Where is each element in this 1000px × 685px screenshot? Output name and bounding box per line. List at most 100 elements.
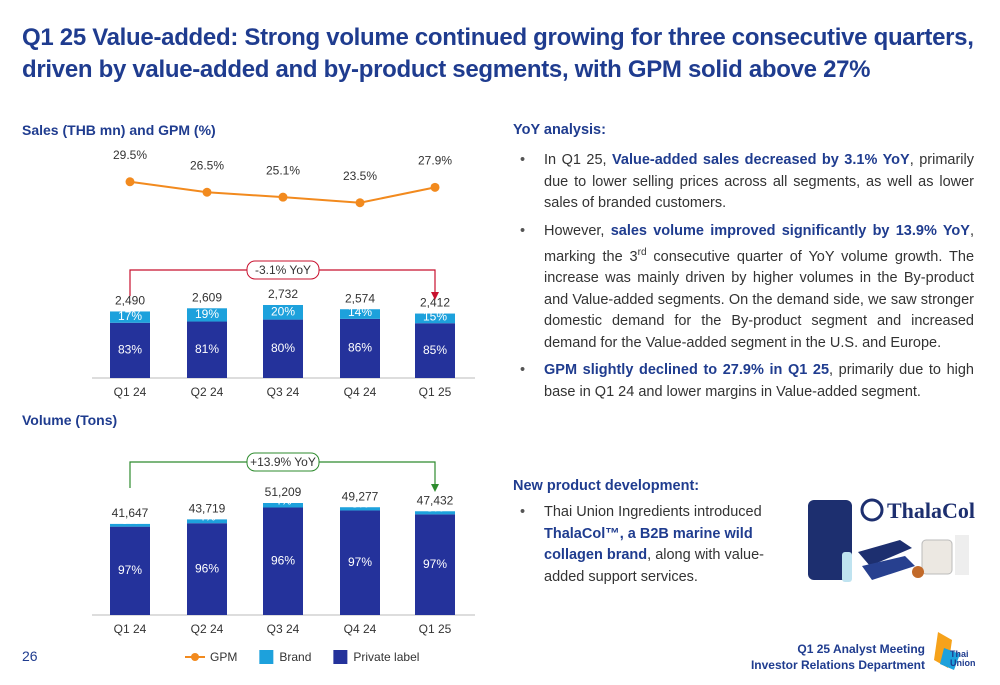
footer-line: Q1 25 Analyst Meeting xyxy=(797,642,925,656)
gpm-point xyxy=(278,192,288,202)
total-label: 2,412 xyxy=(420,296,450,310)
total-label: 51,209 xyxy=(265,485,302,499)
total-label: 2,490 xyxy=(115,294,145,308)
text-run: Value-added sales decreased by 3.1% YoY xyxy=(612,152,910,168)
bar-segment xyxy=(187,321,227,378)
gpm-label: 27.9% xyxy=(418,154,452,168)
annotation-text: +13.9% YoY xyxy=(250,455,316,469)
bar-segment xyxy=(415,313,455,324)
legend-label: GPM xyxy=(210,650,237,664)
bullet: In Q1 25, Value-added sales decreased by… xyxy=(514,150,974,215)
annotation-box xyxy=(246,260,320,280)
bar-segment xyxy=(187,519,227,524)
bar-segment xyxy=(110,322,150,378)
bar-segment xyxy=(415,514,455,615)
segment-label: 86% xyxy=(348,341,372,355)
bar-segment xyxy=(187,523,227,615)
x-tick-label: Q2 24 xyxy=(191,385,224,399)
x-tick-label: Q1 25 xyxy=(419,385,452,399)
total-label: 2,609 xyxy=(192,290,222,304)
bar-segment xyxy=(340,309,380,319)
gpm-label: 25.1% xyxy=(266,163,300,177)
gpm-label: 26.5% xyxy=(190,158,224,172)
gpm-point xyxy=(125,177,135,187)
section-heading: YoY analysis: xyxy=(513,122,606,138)
bullet: However, sales volume improved significa… xyxy=(514,221,974,355)
gpm-point xyxy=(355,198,365,208)
segment-label: 83% xyxy=(118,343,142,357)
product-image: ThalaCol xyxy=(808,498,975,582)
x-tick-label: Q3 24 xyxy=(267,622,300,636)
section-heading: New product development: xyxy=(513,478,700,494)
legend-swatch xyxy=(333,650,348,664)
segment-label: 81% xyxy=(195,342,219,356)
segment-label: 97% xyxy=(423,557,447,571)
bar-segment xyxy=(110,523,150,527)
total-label: 49,277 xyxy=(342,489,379,503)
text-run: GPM slightly declined to 27.9% in Q1 25 xyxy=(544,362,830,379)
bar-segment xyxy=(110,311,150,323)
segment-label: 97% xyxy=(348,555,372,569)
text-run: ThalaCol™, a B2B marine wild collagen br… xyxy=(544,525,753,564)
logo xyxy=(934,632,960,670)
segment-label: 19% xyxy=(195,307,219,321)
x-tick-label: Q1 24 xyxy=(114,622,147,636)
text-run: consecutive quarter of YoY volume growth… xyxy=(544,248,975,351)
bar-segment xyxy=(110,526,150,615)
gpm-label: 29.5% xyxy=(113,148,147,162)
bar-segment xyxy=(415,323,455,378)
total-label: 43,719 xyxy=(189,502,226,516)
x-tick-label: Q1 25 xyxy=(419,622,452,636)
product-label: ThalaCol xyxy=(887,498,975,523)
bullet-list: Thai Union Ingredients introduced ThalaC… xyxy=(514,502,789,594)
bar-segment xyxy=(263,319,303,378)
segment-label: 14% xyxy=(348,305,372,319)
text-run: However, xyxy=(544,222,611,239)
text-run: rd xyxy=(637,247,647,258)
bullet: Thai Union Ingredients introduced ThalaC… xyxy=(514,502,789,588)
legend-label: Private label xyxy=(353,650,419,664)
annotation-arrow xyxy=(431,484,439,492)
bullet-list: In Q1 25, Value-added sales decreased by… xyxy=(514,150,974,409)
bar-segment xyxy=(415,511,455,515)
x-tick-label: Q2 24 xyxy=(191,622,224,636)
text-run: , primarily due to lower selling prices … xyxy=(544,152,974,211)
text-run: Thai Union Ingredients introduced xyxy=(544,504,762,520)
bullet: GPM slightly declined to 27.9% in Q1 25,… xyxy=(514,360,974,403)
bar-segment xyxy=(187,308,227,322)
text-run: , marking the 3 xyxy=(544,222,974,265)
bar-segment xyxy=(340,510,380,615)
total-label: 2,732 xyxy=(268,287,298,301)
bar-segment xyxy=(263,503,303,508)
x-tick-label: Q4 24 xyxy=(344,622,377,636)
chart-title: Sales (THB mn) and GPM (%) xyxy=(22,122,216,138)
bar-segment xyxy=(263,305,303,320)
bar-segment xyxy=(263,507,303,615)
segment-label: 97% xyxy=(118,563,142,577)
segment-label: 15% xyxy=(423,309,447,323)
text-run: , along with value-added support service… xyxy=(544,547,765,585)
bar-segment xyxy=(340,507,380,511)
legend-label: Brand xyxy=(279,650,311,664)
logo-text: Thai Union xyxy=(950,649,976,668)
text-run: sales volume improved significantly by 1… xyxy=(610,222,970,239)
segment-label: 4% xyxy=(274,494,292,508)
gpm-point xyxy=(430,182,440,192)
slide-title: Q1 25 Value-added: Strong volume continu… xyxy=(22,24,974,83)
annotation-arrow xyxy=(431,292,439,300)
total-label: 47,432 xyxy=(417,493,454,507)
segment-label: 3% xyxy=(351,497,369,511)
segment-label: 96% xyxy=(195,561,219,575)
bar-segment xyxy=(340,318,380,378)
segment-label: 96% xyxy=(271,553,295,567)
x-tick-label: Q3 24 xyxy=(267,385,300,399)
segment-label: 4% xyxy=(198,509,216,523)
segment-label: 3% xyxy=(426,501,444,515)
page-number: 26 xyxy=(22,648,38,664)
footer-line: Investor Relations Department xyxy=(750,658,925,672)
text-run: In Q1 25, xyxy=(544,152,613,168)
annotation-box xyxy=(246,452,320,472)
annotation-text: -3.1% YoY xyxy=(255,263,311,277)
